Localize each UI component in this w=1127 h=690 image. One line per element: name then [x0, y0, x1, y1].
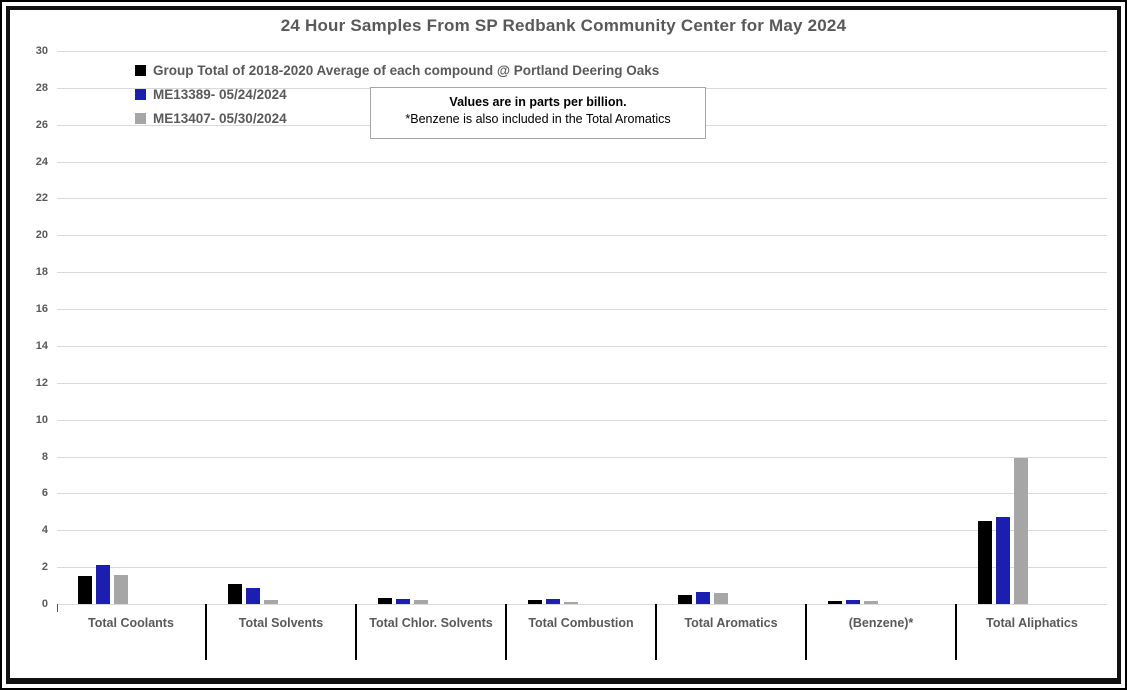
category-cell: (Benzene)*	[807, 604, 957, 660]
bar	[564, 602, 578, 604]
y-axis-label: 8	[41, 450, 48, 463]
annotation-line-1: Values are in parts per billion.	[449, 95, 627, 109]
bar	[528, 600, 542, 604]
category-column	[957, 51, 1107, 604]
y-axis-label: 28	[35, 81, 48, 94]
legend-label: Group Total of 2018-2020 Average of each…	[153, 62, 660, 78]
gridline	[57, 198, 1107, 200]
bar	[996, 517, 1010, 604]
gridline	[57, 235, 1107, 237]
category-cell: Total Solvents	[207, 604, 357, 660]
bar	[246, 588, 260, 604]
category-column	[57, 51, 207, 604]
y-axis-label: 10	[35, 413, 48, 426]
bar	[696, 592, 710, 604]
category-label: Total Coolants	[88, 616, 174, 630]
gridline	[57, 604, 1107, 605]
y-axis-label: 20	[35, 229, 48, 242]
bar	[414, 600, 428, 604]
y-axis-label: 30	[35, 45, 48, 57]
gridline	[57, 161, 1107, 163]
category-label: Total Aromatics	[684, 616, 778, 630]
annotation-box: Values are in parts per billion. *Benzen…	[370, 87, 706, 139]
category-cell: Total Aromatics	[657, 604, 807, 660]
y-axis-label: 14	[35, 339, 48, 352]
category-label: Total Combustion	[528, 616, 634, 630]
category-column	[207, 51, 357, 604]
legend-swatch	[135, 112, 146, 124]
gridline	[57, 493, 1107, 495]
bar	[828, 601, 842, 604]
y-axis-label: 18	[35, 266, 48, 279]
bar	[114, 574, 128, 604]
gridline	[57, 51, 1107, 52]
category-cell: Total Aliphatics	[957, 604, 1107, 660]
y-axis-label: 22	[35, 192, 48, 205]
y-axis-label: 16	[35, 303, 48, 316]
bar	[978, 521, 992, 604]
category-cell: Total Chlor. Solvents	[357, 604, 507, 660]
bar	[228, 583, 242, 604]
bar	[78, 576, 92, 604]
legend-swatch	[135, 88, 146, 100]
gridline	[57, 419, 1107, 421]
bar	[264, 600, 278, 604]
category-column	[657, 51, 807, 604]
y-axis-label: 26	[35, 118, 48, 131]
bar	[396, 599, 410, 604]
legend-item: ME13407- 05/30/2024	[135, 110, 659, 126]
bar	[1014, 458, 1028, 604]
category-axis: Total Coolants Total Solvents Total Chlor.…	[57, 604, 1107, 662]
gridline	[57, 530, 1107, 532]
legend-item: Group Total of 2018-2020 Average of each…	[135, 62, 659, 78]
gridline	[57, 272, 1107, 274]
axis-tick	[57, 604, 58, 612]
gridline	[57, 382, 1107, 384]
legend-label: ME13389- 05/24/2024	[153, 86, 287, 102]
y-axis-label: 4	[41, 524, 48, 537]
bar	[546, 599, 560, 604]
annotation-line-2: *Benzene is also included in the Total A…	[405, 112, 671, 126]
category-label: Total Solvents	[238, 616, 324, 630]
category-cell: Total Coolants	[57, 604, 207, 660]
legend-label: ME13407- 05/30/2024	[153, 110, 287, 126]
category-label: Total Aliphatics	[986, 616, 1078, 630]
legend: Group Total of 2018-2020 Average of each…	[135, 62, 659, 134]
chart-title: 24 Hour Samples From SP Redbank Communit…	[280, 16, 847, 35]
gridline	[57, 456, 1107, 458]
category-label: Total Chlor. Solvents	[369, 616, 493, 630]
gridline	[57, 345, 1107, 347]
bar	[864, 601, 878, 604]
bar	[378, 598, 392, 604]
gridline	[57, 309, 1107, 311]
legend-item: ME13389- 05/24/2024	[135, 86, 659, 102]
category-label: (Benzene)*	[848, 616, 914, 630]
bar	[96, 565, 110, 604]
bar	[678, 594, 692, 604]
bar	[714, 592, 728, 604]
y-axis-label: 12	[35, 376, 48, 389]
bar	[846, 600, 860, 604]
category-column	[807, 51, 957, 604]
y-axis-label: 24	[35, 155, 48, 168]
y-axis-label: 0	[41, 598, 48, 610]
category-cell: Total Combustion	[507, 604, 657, 660]
category-column	[507, 51, 657, 604]
gridline	[57, 567, 1107, 569]
legend-swatch	[135, 64, 146, 76]
category-column	[357, 51, 507, 604]
y-axis-label: 2	[41, 561, 48, 574]
y-axis-label: 6	[41, 487, 48, 500]
